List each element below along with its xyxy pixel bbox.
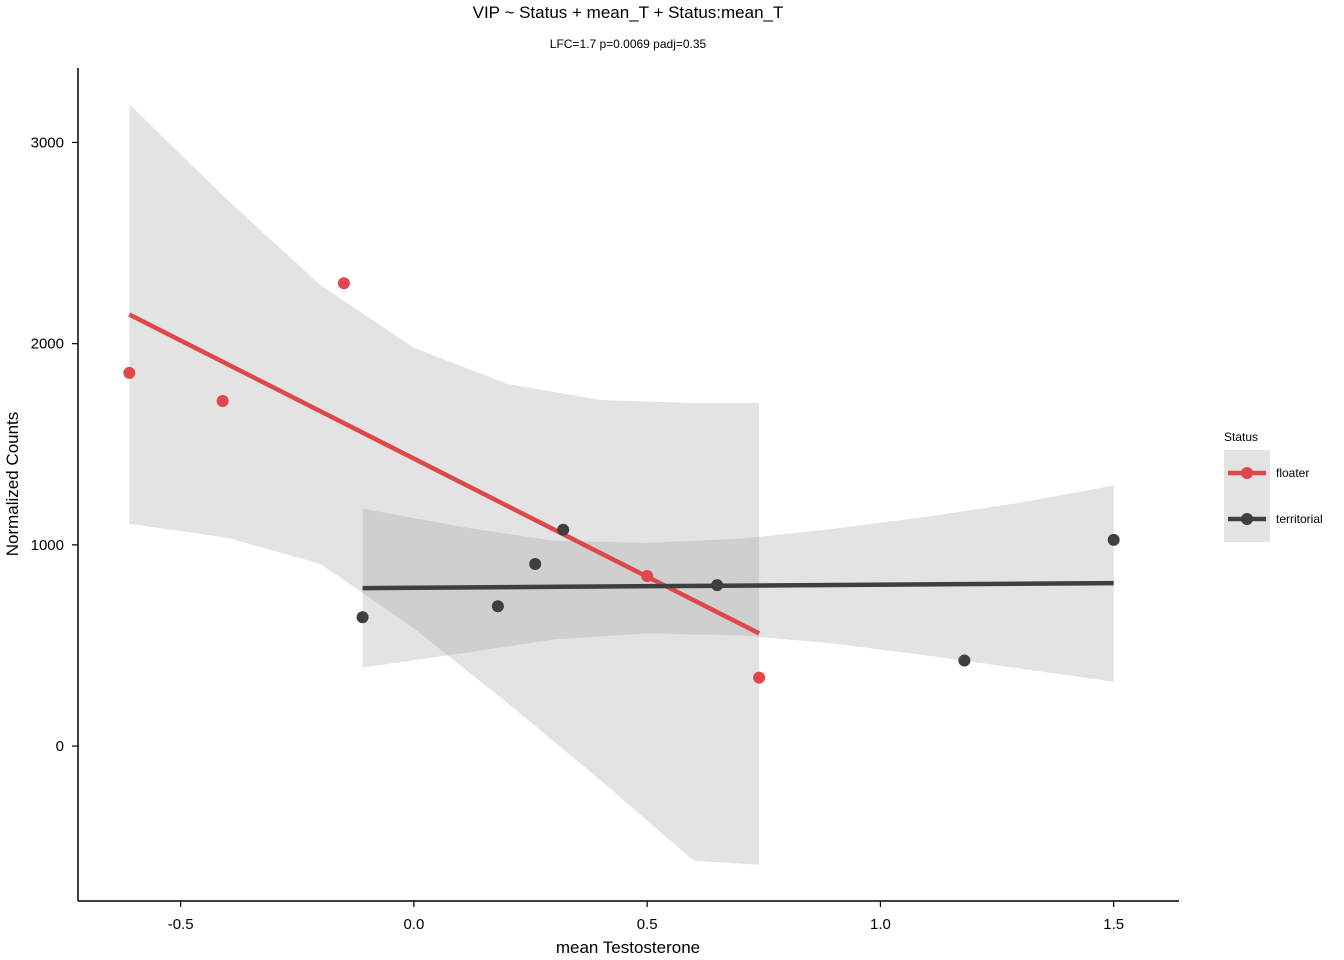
y-tick-label: 3000 bbox=[31, 134, 64, 151]
point-floater-0 bbox=[123, 366, 136, 379]
y-axis-label: Normalized Counts bbox=[3, 412, 22, 557]
point-territorial-4 bbox=[711, 579, 724, 592]
point-territorial-1 bbox=[491, 600, 504, 613]
x-tick-label: 0.5 bbox=[637, 916, 658, 933]
fit-lines bbox=[128, 312, 1114, 636]
x-tick-label: -0.5 bbox=[168, 916, 194, 933]
x-tick-label: 1.5 bbox=[1103, 916, 1124, 933]
y-axis-ticks: 0 1000 2000 3000 bbox=[31, 134, 78, 755]
x-tick-label: 0.0 bbox=[403, 916, 424, 933]
legend-label-floater: floater bbox=[1276, 466, 1309, 480]
legend-point-territorial bbox=[1241, 513, 1253, 525]
data-points bbox=[123, 277, 1120, 684]
x-axis-label: mean Testosterone bbox=[556, 938, 700, 957]
y-tick-label: 1000 bbox=[31, 537, 64, 554]
ci-band-floater bbox=[129, 104, 760, 865]
y-tick-label: 2000 bbox=[31, 336, 64, 353]
point-territorial-0 bbox=[356, 611, 369, 624]
x-axis-ticks: -0.5 0.0 0.5 1.0 1.5 bbox=[168, 901, 1124, 933]
legend-key-background bbox=[1224, 450, 1270, 542]
chart-subtitle: LFC=1.7 p=0.0069 padj=0.35 bbox=[550, 37, 707, 51]
point-territorial-2 bbox=[529, 557, 542, 570]
legend-entries: floater territorial bbox=[1228, 466, 1323, 526]
chart-title: VIP ~ Status + mean_T + Status:mean_T bbox=[473, 3, 784, 22]
point-floater-2 bbox=[337, 277, 350, 290]
fit-line-floater bbox=[128, 312, 761, 636]
fit-line-territorial bbox=[362, 580, 1114, 591]
x-tick-label: 1.0 bbox=[870, 916, 891, 933]
legend: Status floater territorial bbox=[1224, 430, 1323, 542]
point-territorial-5 bbox=[958, 654, 971, 667]
legend-label-territorial: territorial bbox=[1276, 512, 1323, 526]
point-territorial-3 bbox=[557, 523, 570, 536]
point-floater-1 bbox=[216, 394, 229, 407]
point-floater-4 bbox=[753, 671, 766, 684]
legend-point-floater bbox=[1241, 467, 1253, 479]
point-floater-3 bbox=[641, 570, 654, 583]
y-tick-label: 0 bbox=[56, 738, 64, 755]
point-territorial-6 bbox=[1107, 533, 1120, 546]
legend-title: Status bbox=[1224, 430, 1258, 444]
